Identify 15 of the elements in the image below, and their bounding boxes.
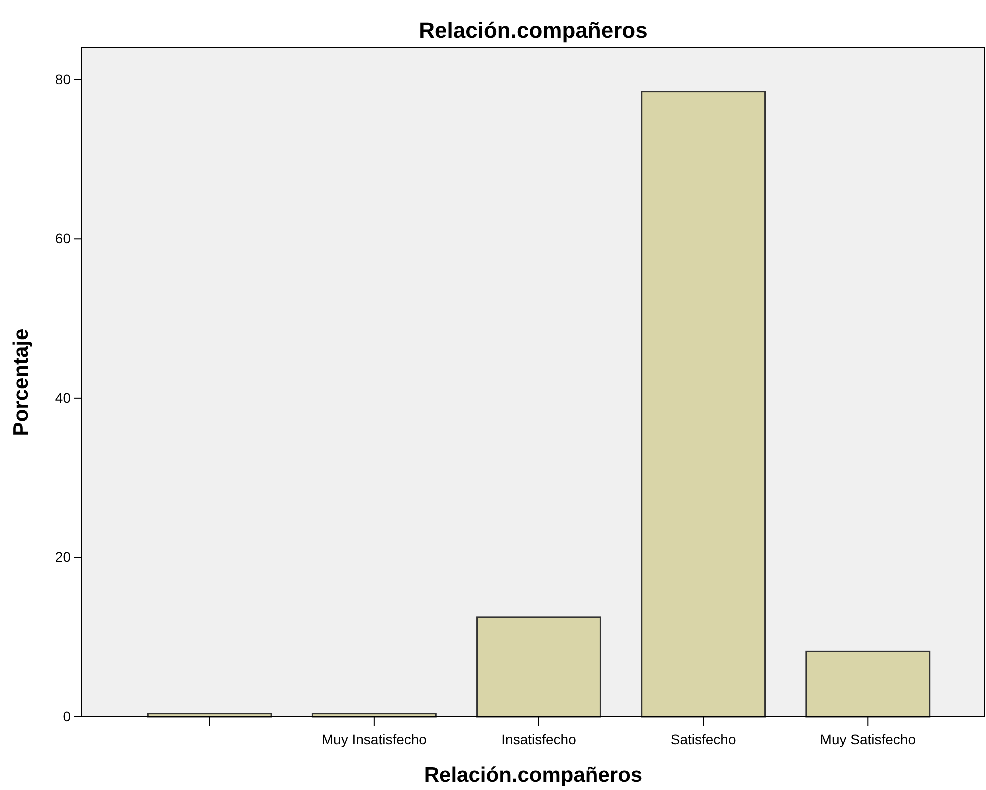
x-tick-label: Muy Insatisfecho <box>322 731 428 748</box>
y-axis-title: Porcentaje <box>10 328 33 436</box>
y-tick-label: 40 <box>55 390 72 406</box>
y-tick-label: 60 <box>55 230 72 247</box>
bar <box>806 650 931 718</box>
bar <box>476 616 602 718</box>
bar <box>641 91 766 718</box>
y-tick-label: 20 <box>55 549 72 566</box>
x-tick-label: Satisfecho <box>670 731 736 748</box>
y-tick-label: 0 <box>63 708 72 724</box>
chart-title: Relación.compañeros <box>419 18 648 43</box>
x-tick-label: Muy Satisfecho <box>820 731 916 748</box>
x-axis-title: Relación.compañeros <box>424 764 643 787</box>
x-tick-label: Insatisfecho <box>502 731 577 748</box>
y-tick-label: 80 <box>55 71 72 88</box>
